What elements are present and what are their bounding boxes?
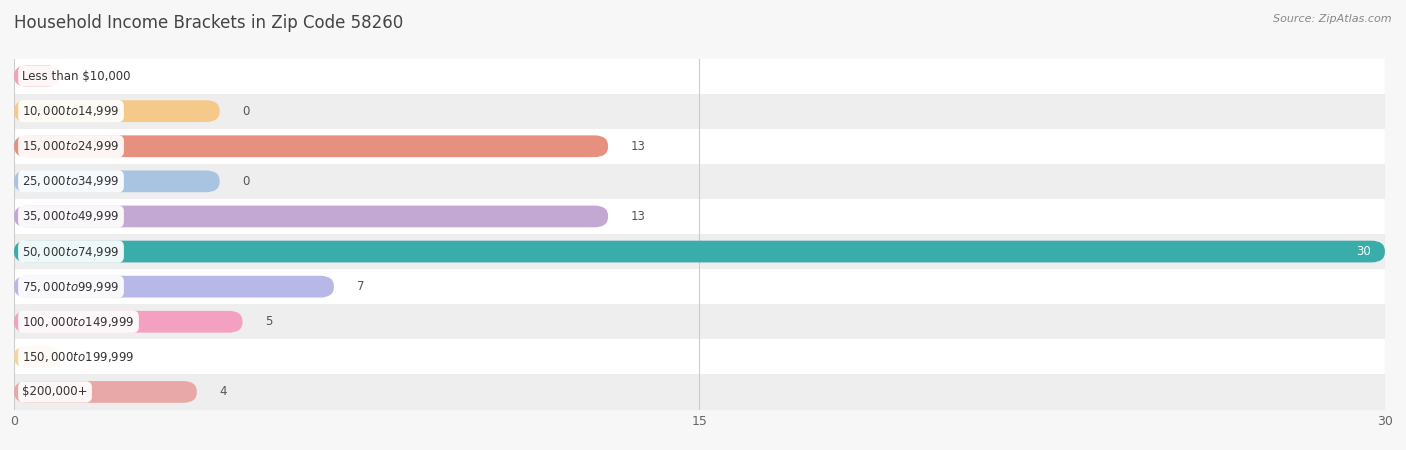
Bar: [14, 164, 1385, 199]
FancyBboxPatch shape: [14, 65, 60, 87]
FancyBboxPatch shape: [14, 171, 219, 192]
Text: 5: 5: [266, 315, 273, 328]
Bar: [14, 234, 1385, 269]
Text: 1: 1: [83, 70, 90, 82]
Text: 30: 30: [1357, 245, 1371, 258]
Text: $200,000+: $200,000+: [22, 386, 87, 398]
Text: $150,000 to $199,999: $150,000 to $199,999: [22, 350, 135, 364]
Bar: [14, 94, 1385, 129]
Text: $100,000 to $149,999: $100,000 to $149,999: [22, 315, 135, 329]
Text: 13: 13: [631, 210, 645, 223]
Bar: [14, 129, 1385, 164]
Bar: [14, 374, 1385, 410]
FancyBboxPatch shape: [14, 381, 197, 403]
Text: Less than $10,000: Less than $10,000: [22, 70, 131, 82]
Text: $35,000 to $49,999: $35,000 to $49,999: [22, 209, 120, 224]
Text: 0: 0: [243, 175, 250, 188]
FancyBboxPatch shape: [14, 311, 243, 333]
Text: $50,000 to $74,999: $50,000 to $74,999: [22, 244, 120, 259]
Bar: [14, 58, 1385, 94]
FancyBboxPatch shape: [14, 346, 60, 368]
FancyBboxPatch shape: [14, 100, 219, 122]
Text: $75,000 to $99,999: $75,000 to $99,999: [22, 279, 120, 294]
Text: 1: 1: [83, 351, 90, 363]
Text: $15,000 to $24,999: $15,000 to $24,999: [22, 139, 120, 153]
FancyBboxPatch shape: [14, 276, 335, 297]
Text: $10,000 to $14,999: $10,000 to $14,999: [22, 104, 120, 118]
Bar: [14, 199, 1385, 234]
Text: 7: 7: [357, 280, 364, 293]
Text: Source: ZipAtlas.com: Source: ZipAtlas.com: [1274, 14, 1392, 23]
Bar: [14, 269, 1385, 304]
Bar: [14, 304, 1385, 339]
Text: 0: 0: [243, 105, 250, 117]
FancyBboxPatch shape: [14, 135, 609, 157]
Bar: [14, 339, 1385, 374]
FancyBboxPatch shape: [14, 241, 1385, 262]
Text: $25,000 to $34,999: $25,000 to $34,999: [22, 174, 120, 189]
Text: Household Income Brackets in Zip Code 58260: Household Income Brackets in Zip Code 58…: [14, 14, 404, 32]
Text: 13: 13: [631, 140, 645, 153]
Text: 4: 4: [219, 386, 228, 398]
FancyBboxPatch shape: [14, 206, 609, 227]
